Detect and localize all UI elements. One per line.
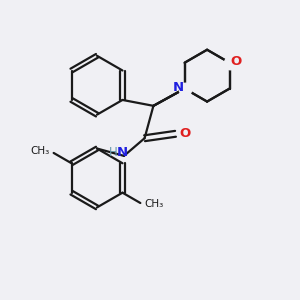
Text: H: H xyxy=(108,146,117,159)
Text: O: O xyxy=(179,127,191,140)
Text: N: N xyxy=(172,81,184,94)
Text: CH₃: CH₃ xyxy=(31,146,50,157)
Text: N: N xyxy=(117,146,128,159)
Text: O: O xyxy=(230,55,242,68)
Text: CH₃: CH₃ xyxy=(144,200,163,209)
